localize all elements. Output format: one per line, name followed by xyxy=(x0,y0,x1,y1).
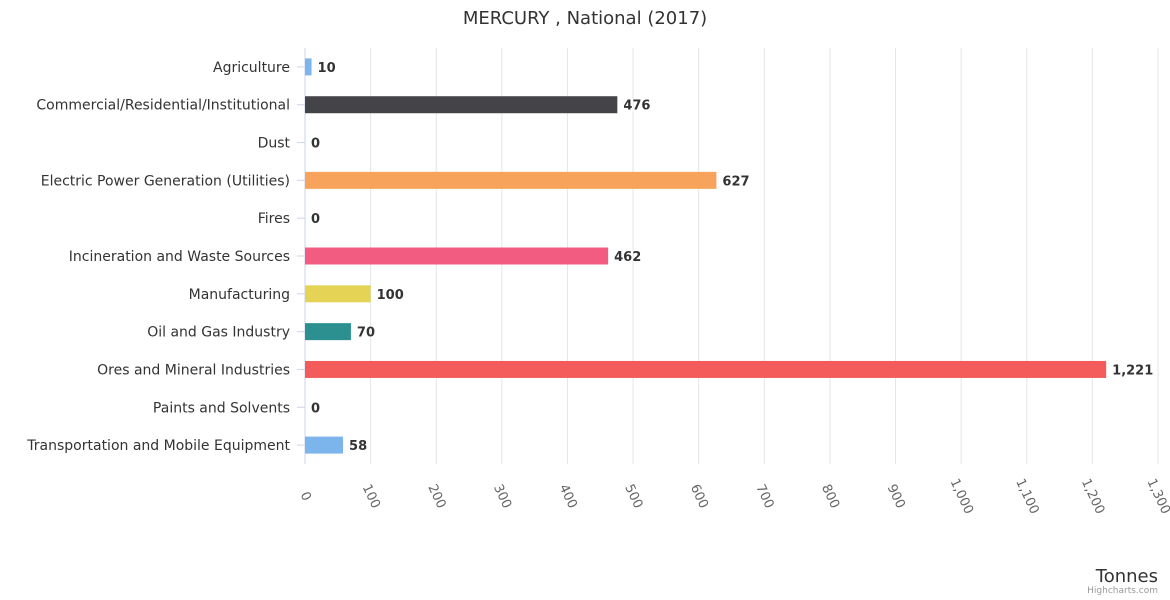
category-label: Paints and Solvents xyxy=(153,400,290,416)
bar[interactable] xyxy=(305,285,371,303)
x-tick-label: 1,100 xyxy=(1012,476,1041,516)
category-label: Dust xyxy=(258,136,291,152)
x-tick-label: 800 xyxy=(818,482,842,511)
bar[interactable] xyxy=(305,323,351,341)
bar[interactable] xyxy=(305,171,717,189)
x-tick-label: 1,200 xyxy=(1078,476,1107,516)
data-label: 58 xyxy=(349,439,367,454)
category-label: Agriculture xyxy=(213,60,290,76)
data-label: 462 xyxy=(614,250,641,265)
x-tick-label: 1,300 xyxy=(1144,476,1170,516)
category-label: Oil and Gas Industry xyxy=(147,325,290,341)
category-label: Manufacturing xyxy=(189,287,290,303)
x-tick-label: 300 xyxy=(490,482,514,511)
bar[interactable] xyxy=(305,436,344,454)
x-axis-title: Tonnes xyxy=(1095,566,1158,587)
bar[interactable] xyxy=(305,96,618,114)
bar[interactable] xyxy=(305,58,312,76)
bar[interactable] xyxy=(305,360,1107,378)
chart-title: MERCURY , National (2017) xyxy=(463,8,707,29)
data-label: 70 xyxy=(357,326,375,341)
x-tick-label: 200 xyxy=(424,482,448,511)
x-tick-label: 500 xyxy=(621,482,645,511)
category-label: Incineration and Waste Sources xyxy=(69,249,290,265)
category-label: Fires xyxy=(258,211,290,227)
bar[interactable] xyxy=(305,247,609,265)
x-tick-label: 900 xyxy=(884,482,908,511)
x-tick-label: 400 xyxy=(556,482,580,511)
data-label: 1,221 xyxy=(1112,363,1153,378)
x-tick-label: 0 xyxy=(297,490,314,504)
category-label: Electric Power Generation (Utilities) xyxy=(41,173,290,189)
x-tick-label: 100 xyxy=(359,482,383,511)
data-label: 100 xyxy=(377,288,404,303)
category-label: Commercial/Residential/Institutional xyxy=(36,98,290,114)
x-tick-label: 600 xyxy=(687,482,711,511)
data-label: 0 xyxy=(311,212,320,227)
data-label: 0 xyxy=(311,401,320,416)
data-label: 0 xyxy=(311,137,320,152)
category-label: Ores and Mineral Industries xyxy=(97,362,290,378)
data-label: 627 xyxy=(722,174,749,189)
data-label: 476 xyxy=(623,99,650,114)
credits-link[interactable]: Highcharts.com xyxy=(1087,586,1158,596)
x-tick-label: 700 xyxy=(752,482,776,511)
x-tick-label: 1,000 xyxy=(947,476,976,516)
data-label: 10 xyxy=(318,61,336,76)
category-label: Transportation and Mobile Equipment xyxy=(26,438,290,454)
